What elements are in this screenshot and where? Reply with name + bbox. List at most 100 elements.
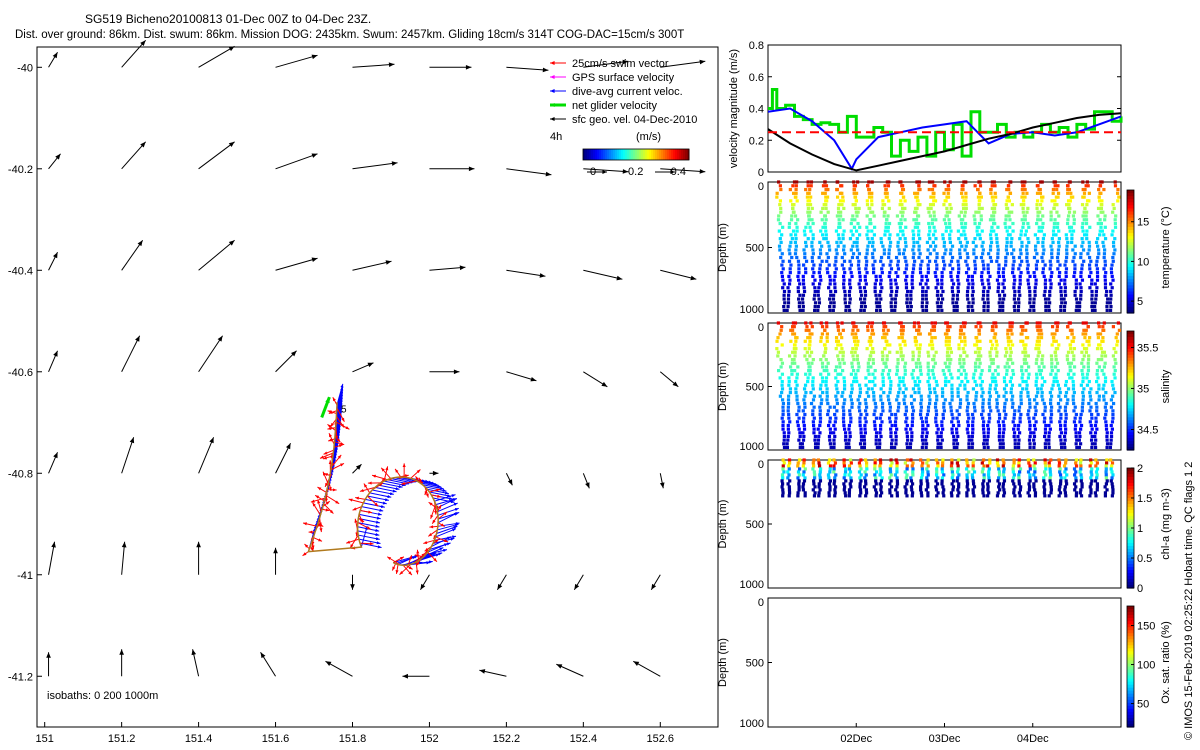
profile-point	[1028, 308, 1032, 312]
profile-point	[913, 191, 917, 195]
geo-velocity-arrow-head	[545, 171, 552, 177]
profile-point	[1085, 339, 1089, 343]
colorbar-cell	[1127, 606, 1134, 610]
profile-point	[823, 214, 827, 218]
profile-point	[1085, 376, 1089, 380]
profile-point	[873, 368, 877, 373]
legend-colorbar-cell	[665, 149, 668, 160]
profile-point	[1082, 191, 1087, 195]
profile-point	[896, 263, 900, 267]
profile-point	[987, 398, 992, 402]
profile-point	[857, 282, 861, 286]
profile-point	[962, 325, 967, 329]
profile-point	[1002, 387, 1007, 391]
profile-point	[1074, 479, 1078, 483]
profile-point	[977, 203, 981, 207]
profile-point	[965, 467, 969, 471]
legend-colorbar-cell	[635, 149, 638, 160]
profile-point	[1052, 221, 1057, 226]
profile-point	[910, 431, 914, 435]
colorbar-cell	[1127, 663, 1134, 668]
profile-point	[957, 473, 961, 477]
profile-point	[1090, 278, 1094, 282]
profile-point	[1019, 394, 1023, 398]
profile-point	[1103, 237, 1108, 241]
profile-point	[919, 372, 923, 376]
profile-point	[927, 221, 931, 226]
profile-point	[958, 354, 963, 358]
profile-point	[1057, 343, 1061, 347]
profile-point	[918, 365, 923, 369]
profile-point	[778, 237, 782, 241]
profile-point	[920, 434, 924, 439]
colorbar-cell	[1127, 561, 1134, 565]
profile-point	[995, 354, 999, 358]
profile-point	[920, 259, 924, 263]
profile-point	[1025, 383, 1029, 387]
profile-point	[873, 461, 877, 465]
profile-point	[888, 368, 892, 373]
profile-point	[970, 442, 975, 446]
profile-point	[916, 240, 920, 245]
profile-point	[918, 282, 923, 286]
profile-point	[1026, 376, 1030, 380]
map-y-tick-label: -40.2	[8, 164, 33, 176]
profile-point	[808, 199, 812, 203]
profile-point	[779, 365, 783, 369]
profile-point	[1110, 464, 1114, 468]
profile-point	[1002, 470, 1006, 474]
profile-point	[1093, 305, 1097, 309]
profile-point	[818, 387, 823, 391]
profile-point	[870, 244, 875, 248]
profile-point	[1034, 479, 1038, 483]
profile-point	[1049, 214, 1053, 218]
colorbar-cell	[1127, 564, 1134, 568]
profile-point	[1114, 361, 1118, 365]
profile-point	[940, 274, 944, 278]
profile-point	[1101, 339, 1105, 343]
profile-point	[1033, 467, 1037, 471]
map-y-tick-label: -40.8	[8, 468, 33, 480]
profile-point	[1040, 180, 1044, 184]
profile-point	[978, 376, 982, 380]
colorbar-cell	[1127, 251, 1134, 256]
legend-colorbar-cell	[631, 149, 634, 160]
profile-point	[855, 255, 860, 260]
profile-point	[1012, 286, 1016, 290]
profile-point	[1049, 263, 1053, 267]
profile-point	[894, 271, 898, 275]
profile-point	[881, 409, 885, 413]
profile-point	[1042, 485, 1046, 489]
profile-point	[909, 297, 913, 301]
profile-point	[1028, 297, 1032, 301]
profile-point	[898, 237, 902, 241]
profile-point	[795, 225, 799, 229]
profile-point	[977, 180, 981, 184]
profile-point	[962, 332, 966, 336]
profile-point	[1080, 263, 1084, 267]
profile-point	[1038, 321, 1042, 325]
profile-point	[967, 442, 971, 446]
profile-point	[1019, 252, 1023, 256]
profile-point	[792, 325, 796, 329]
profile-point	[1012, 434, 1016, 439]
profile-point	[1009, 244, 1013, 248]
profile-point	[1012, 416, 1016, 420]
profile-point	[970, 293, 975, 297]
profile-point	[925, 467, 929, 471]
profile-point	[859, 491, 863, 495]
profile-point	[827, 286, 831, 290]
profile-point	[887, 376, 891, 380]
profile-point	[840, 336, 844, 340]
profile-point	[1066, 191, 1070, 195]
profile-point	[885, 339, 889, 343]
profile-point	[924, 445, 928, 450]
profile-point	[928, 203, 933, 207]
profile-point	[1109, 267, 1113, 271]
profile-point	[1001, 482, 1006, 486]
colorbar-cell	[1127, 339, 1134, 344]
profile-point	[948, 210, 952, 214]
profile-point	[778, 376, 782, 380]
profile-point	[848, 259, 852, 263]
profile-point	[792, 210, 796, 214]
